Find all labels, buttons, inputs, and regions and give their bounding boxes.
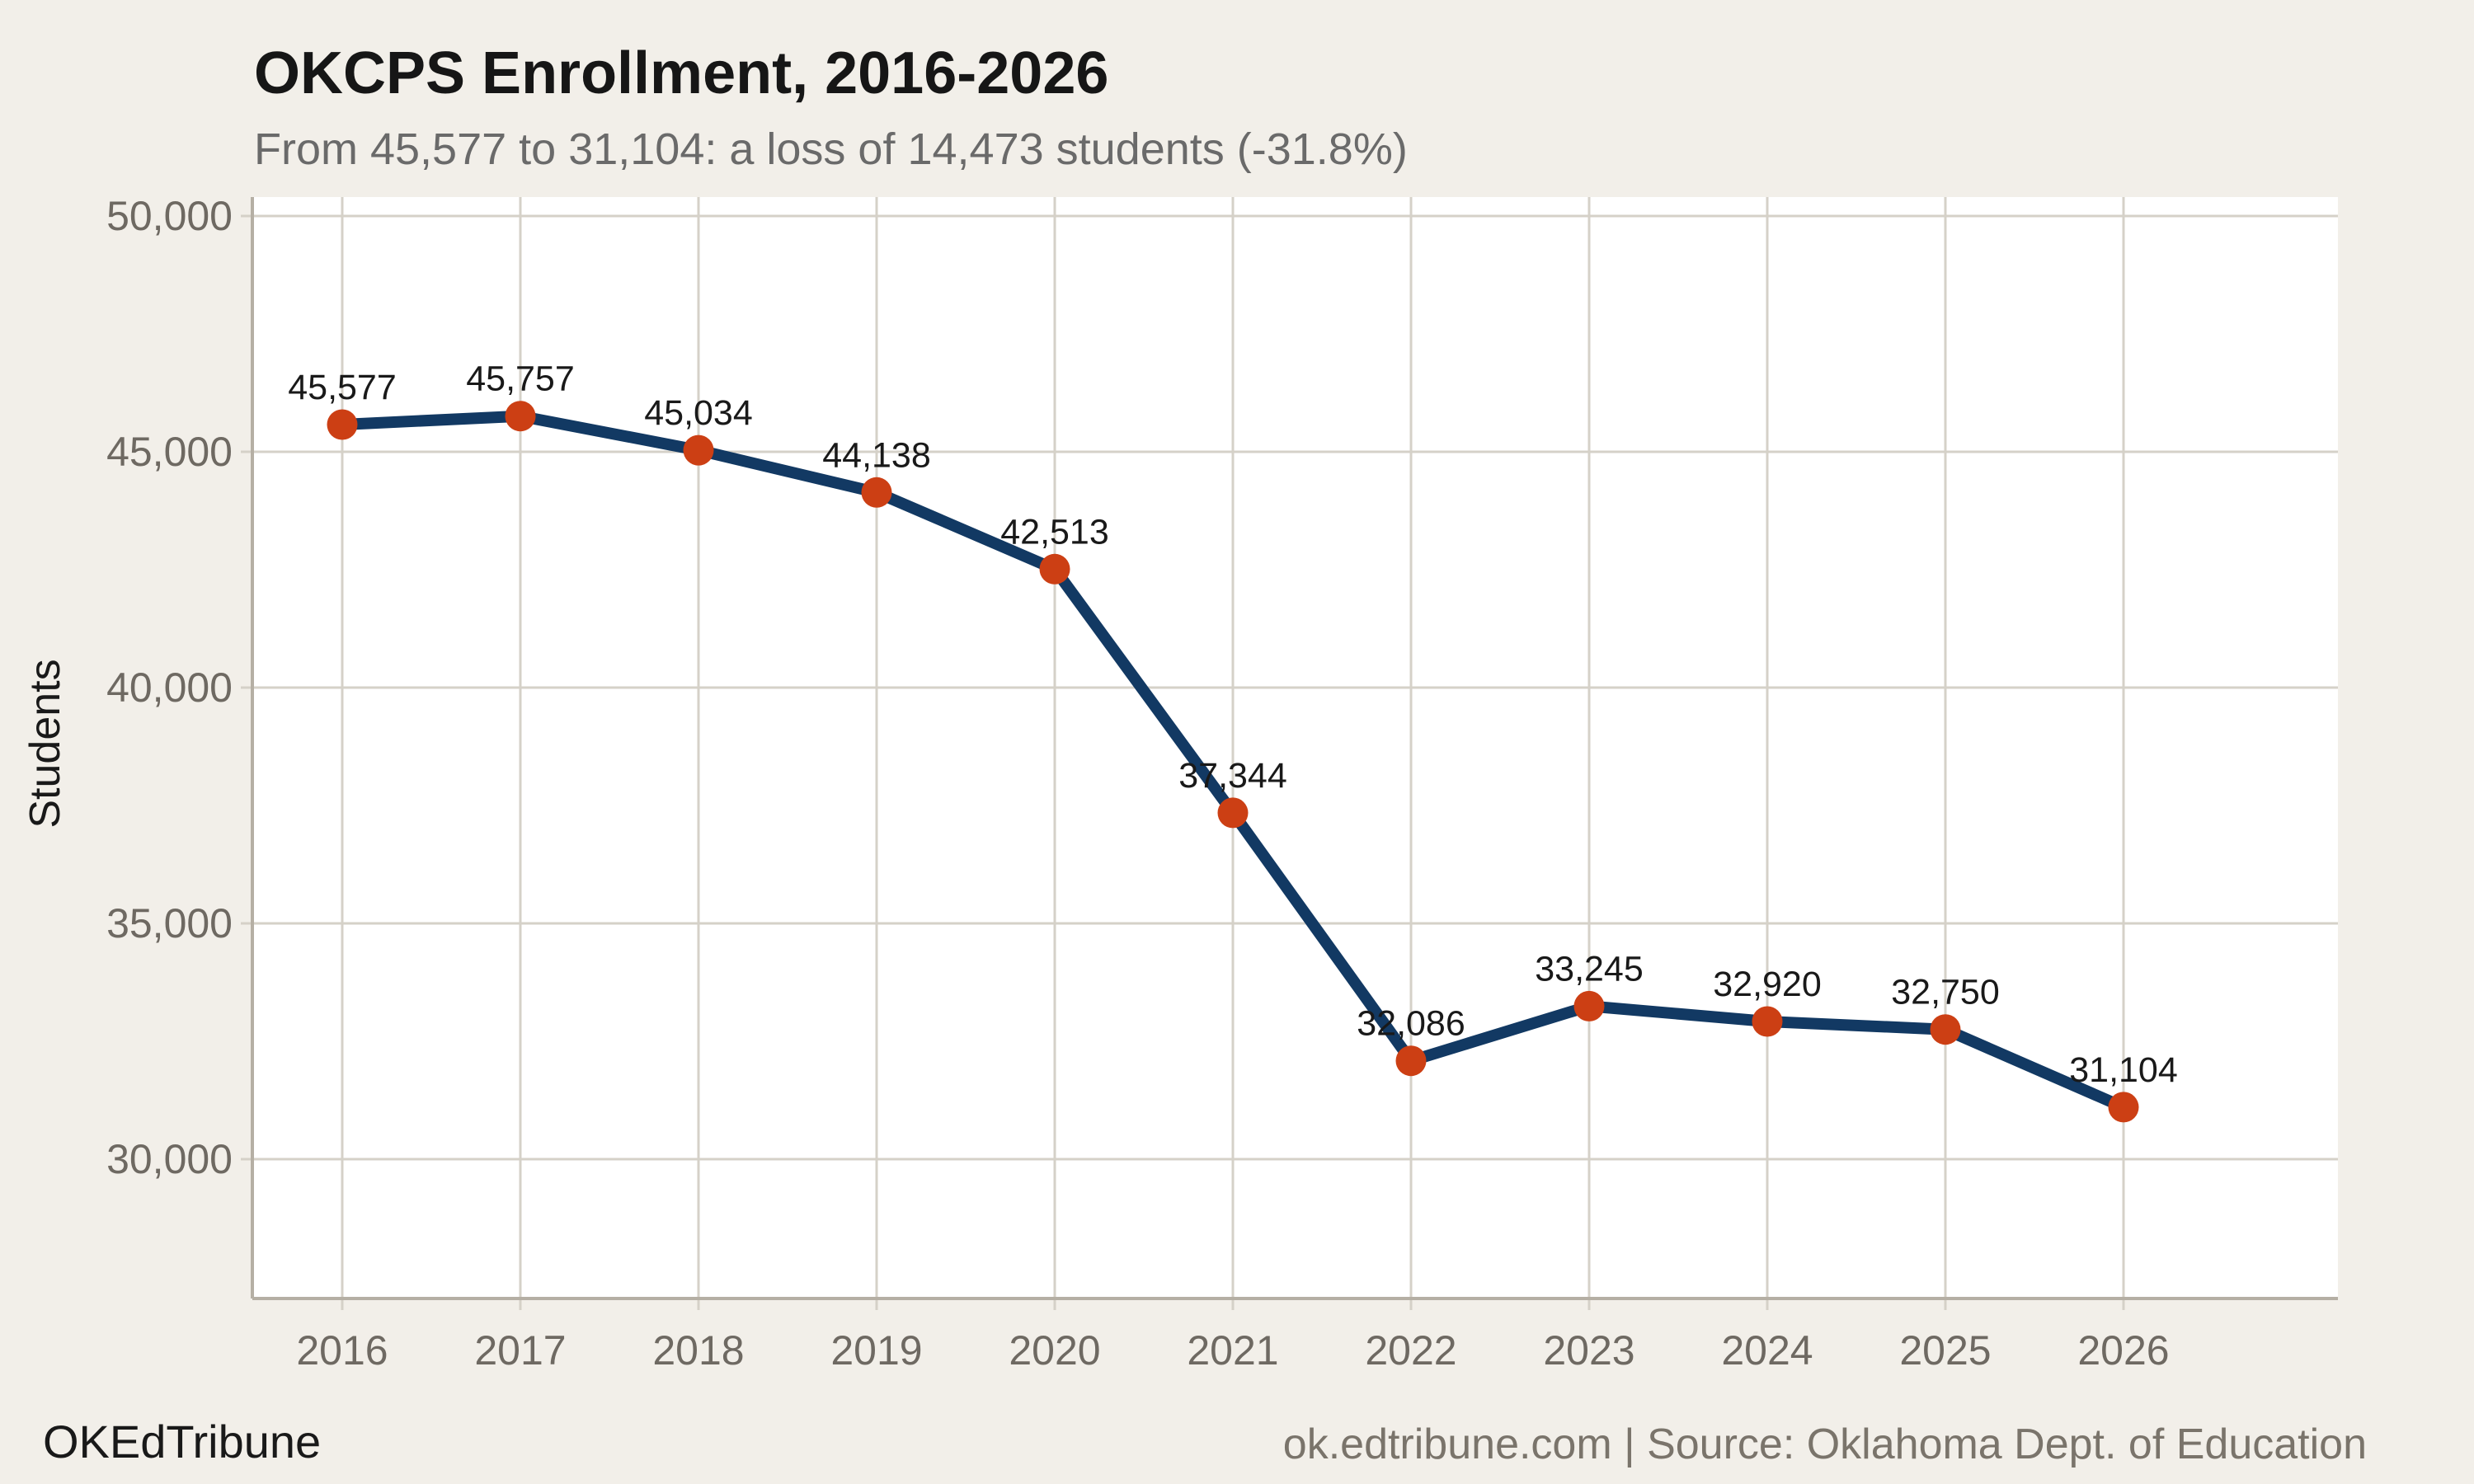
data-point-label-2025: 32,750 bbox=[1891, 973, 2000, 1012]
x-tick-label-2026: 2026 bbox=[2077, 1327, 2169, 1374]
data-point-label-2020: 42,513 bbox=[1000, 512, 1109, 552]
data-point-marker-2016 bbox=[327, 409, 358, 440]
data-point-label-2018: 45,034 bbox=[644, 393, 753, 433]
x-tick-label-2019: 2019 bbox=[830, 1327, 922, 1374]
data-point-marker-2019 bbox=[861, 477, 892, 508]
plot-area bbox=[252, 197, 2338, 1298]
y-tick-label-30000: 30,000 bbox=[106, 1136, 233, 1182]
data-point-marker-2025 bbox=[1930, 1014, 1961, 1045]
data-point-marker-2020 bbox=[1039, 553, 1070, 585]
chart-title: OKCPS Enrollment, 2016-2026 bbox=[254, 40, 1109, 106]
x-tick-label-2020: 2020 bbox=[1009, 1327, 1100, 1374]
y-tick-label-50000: 50,000 bbox=[106, 193, 233, 239]
data-point-marker-2021 bbox=[1217, 797, 1249, 829]
data-point-label-2017: 45,757 bbox=[466, 359, 575, 399]
x-tick-label-2025: 2025 bbox=[1899, 1327, 1991, 1374]
data-point-label-2019: 44,138 bbox=[822, 435, 931, 475]
x-tick-label-2016: 2016 bbox=[296, 1327, 388, 1374]
data-point-marker-2023 bbox=[1573, 990, 1605, 1021]
x-tick-label-2024: 2024 bbox=[1721, 1327, 1813, 1374]
data-point-marker-2024 bbox=[1752, 1006, 1783, 1037]
data-point-marker-2017 bbox=[505, 401, 536, 432]
data-point-marker-2026 bbox=[2108, 1092, 2139, 1123]
x-tick-label-2021: 2021 bbox=[1187, 1327, 1278, 1374]
y-axis-title: Students bbox=[21, 659, 69, 828]
x-tick-label-2023: 2023 bbox=[1543, 1327, 1634, 1374]
chart-subtitle: From 45,577 to 31,104: a loss of 14,473 … bbox=[254, 124, 1408, 174]
data-point-marker-2018 bbox=[683, 434, 714, 466]
y-tick-label-45000: 45,000 bbox=[106, 429, 233, 475]
x-tick-label-2018: 2018 bbox=[652, 1327, 744, 1374]
y-tick-label-40000: 40,000 bbox=[106, 665, 233, 711]
x-tick-label-2017: 2017 bbox=[474, 1327, 566, 1374]
data-point-label-2016: 45,577 bbox=[288, 368, 397, 407]
x-tick-label-2022: 2022 bbox=[1365, 1327, 1456, 1374]
source-attribution: ok.edtribune.com | Source: Oklahoma Dept… bbox=[1282, 1421, 2367, 1468]
data-point-label-2022: 32,086 bbox=[1357, 1004, 1465, 1044]
data-point-label-2023: 33,245 bbox=[1535, 949, 1644, 989]
brand-wordmark: OKEdTribune bbox=[43, 1416, 322, 1468]
data-point-label-2021: 37,344 bbox=[1178, 756, 1287, 796]
data-point-marker-2022 bbox=[1395, 1045, 1427, 1077]
data-point-label-2026: 31,104 bbox=[2069, 1050, 2178, 1090]
y-tick-label-35000: 35,000 bbox=[106, 900, 233, 946]
data-point-label-2024: 32,920 bbox=[1713, 965, 1822, 1004]
